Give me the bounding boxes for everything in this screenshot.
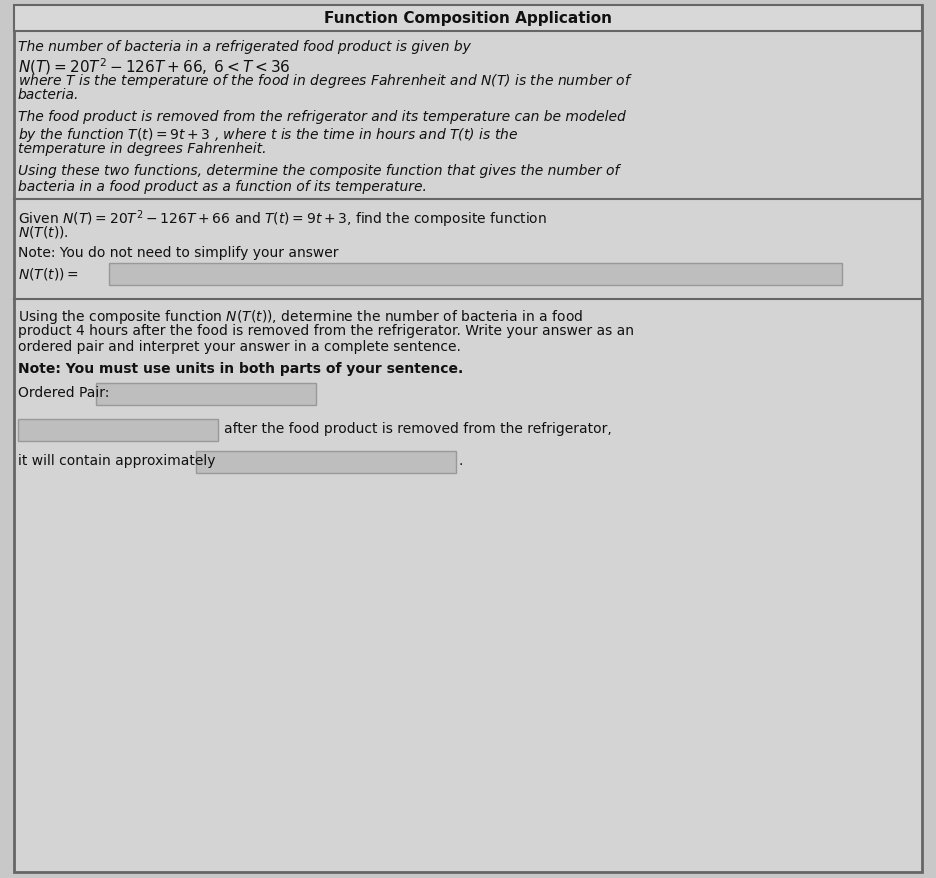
Text: .: .: [458, 453, 462, 467]
Text: $N(T) = 20T^2 - 126T + 66, \; 6 < T < 36$: $N(T) = 20T^2 - 126T + 66, \; 6 < T < 36…: [18, 56, 290, 76]
Text: by the function $T(t) = 9t + 3$ , where $t$ is the time in hours and T(t) is the: by the function $T(t) = 9t + 3$ , where …: [18, 126, 519, 144]
Text: Using these two functions, determine the composite function that gives the numbe: Using these two functions, determine the…: [18, 164, 620, 178]
Text: product 4 hours after the food is removed from the refrigerator. Write your answ: product 4 hours after the food is remove…: [18, 324, 634, 338]
Text: ordered pair and interpret your answer in a complete sentence.: ordered pair and interpret your answer i…: [18, 340, 461, 354]
Text: Ordered Pair:: Ordered Pair:: [18, 385, 114, 399]
Bar: [14, 6, 922, 32]
Text: after the food product is removed from the refrigerator,: after the food product is removed from t…: [224, 421, 612, 435]
Text: $N(T(t)) = $: $N(T(t)) = $: [18, 266, 79, 282]
Text: Note: You do not need to simplify your answer: Note: You do not need to simplify your a…: [18, 246, 339, 260]
Bar: [196, 451, 456, 473]
Text: Given $N(T) = 20T^2 - 126T + 66$ and $T(t) = 9t + 3$, find the composite functio: Given $N(T) = 20T^2 - 126T + 66$ and $T(…: [18, 208, 547, 229]
Text: where $T$ is the temperature of the food in degrees Fahrenheit and N(T) is the n: where $T$ is the temperature of the food…: [18, 72, 633, 90]
Text: The number of bacteria in a refrigerated food product is given by: The number of bacteria in a refrigerated…: [18, 40, 471, 54]
Text: Using the composite function $N(T(t))$, determine the number of bacteria in a fo: Using the composite function $N(T(t))$, …: [18, 307, 583, 326]
Text: temperature in degrees Fahrenheit.: temperature in degrees Fahrenheit.: [18, 142, 267, 155]
Text: The food product is removed from the refrigerator and its temperature can be mod: The food product is removed from the ref…: [18, 110, 626, 124]
Bar: [96, 384, 316, 406]
Text: Note: You must use units in both parts of your sentence.: Note: You must use units in both parts o…: [18, 362, 463, 376]
Text: bacteria.: bacteria.: [18, 88, 80, 102]
Text: bacteria in a food product as a function of its temperature.: bacteria in a food product as a function…: [18, 180, 427, 194]
Bar: [109, 263, 842, 285]
Text: it will contain approximately: it will contain approximately: [18, 453, 215, 467]
Bar: [18, 420, 218, 442]
Text: Function Composition Application: Function Composition Application: [324, 11, 612, 26]
Text: $N(T(t))$.: $N(T(t))$.: [18, 224, 69, 240]
